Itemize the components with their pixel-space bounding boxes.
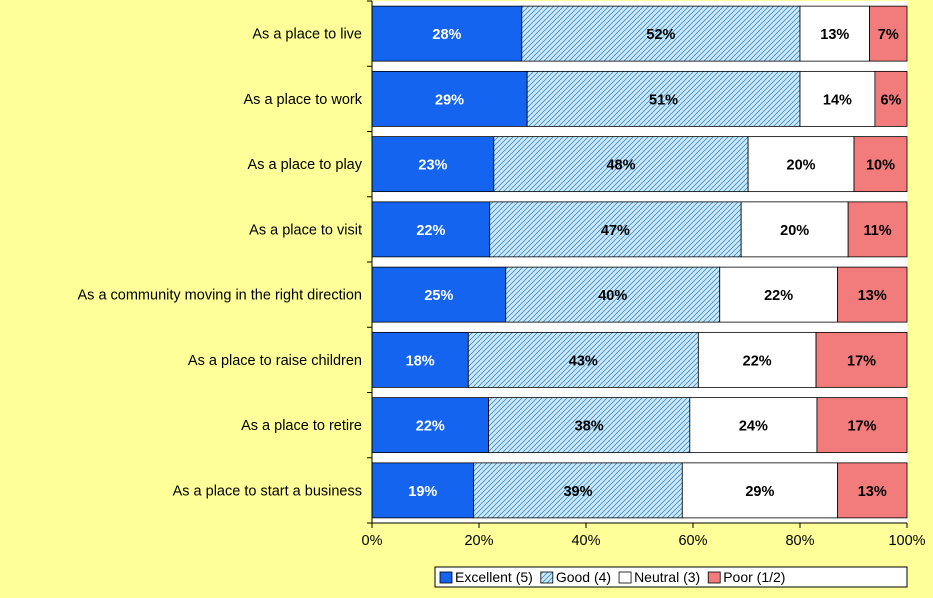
bar-segment: [371, 201, 491, 258]
data-label: 43%: [569, 353, 598, 369]
bar-segment: [488, 397, 691, 454]
category-label: As a place to raise children: [188, 353, 362, 369]
bar-row: 18% 43% 22% 17%: [371, 331, 908, 388]
x-tick-label: 40%: [571, 533, 600, 549]
data-label: 6%: [880, 92, 901, 108]
data-label: 51%: [649, 92, 678, 108]
data-label: 52%: [646, 27, 675, 43]
data-label: 19%: [408, 484, 437, 500]
x-tick-label: 80%: [785, 533, 814, 549]
bar-segment: [719, 266, 838, 323]
bar-segment: [816, 397, 908, 454]
data-label: 20%: [780, 223, 809, 239]
data-label: 13%: [858, 288, 887, 304]
bar-segment: [489, 201, 742, 258]
bar-segment: [799, 5, 870, 62]
data-label: 28%: [432, 27, 461, 43]
bar-segment: [526, 70, 801, 127]
data-label: 22%: [764, 288, 793, 304]
data-label: 13%: [858, 484, 887, 500]
legend-swatch: [439, 571, 453, 584]
bar-segment: [837, 462, 908, 519]
legend-swatch: [707, 571, 721, 584]
legend-label: Excellent (5): [455, 569, 533, 585]
bar-segment: [869, 5, 908, 62]
category-label: As a place to retire: [241, 418, 362, 434]
bar-row: 22% 47% 20% 11%: [371, 201, 908, 258]
bar-segment: [371, 136, 495, 193]
data-label: 22%: [416, 419, 445, 435]
bar-segment: [689, 397, 818, 454]
bar-row: 19% 39% 29% 13%: [371, 462, 908, 519]
bar-segment: [837, 266, 908, 323]
bar-row: 22% 38% 24% 17%: [371, 397, 908, 454]
bar-segment: [505, 266, 721, 323]
bar-segment: [747, 136, 855, 193]
bar-segment: [493, 136, 749, 193]
category-labels: As a place to live As a place to work As a…: [78, 27, 363, 500]
category-label: As a place to visit: [249, 222, 362, 238]
legend-label: Poor (1/2): [723, 569, 785, 585]
bar-segment: [371, 266, 507, 323]
bar-row: 29% 51% 14% 6%: [371, 70, 908, 127]
legend-item: Neutral (3): [618, 569, 700, 585]
data-label: 11%: [863, 223, 891, 239]
data-label: 39%: [563, 484, 592, 500]
data-label: 22%: [743, 353, 772, 369]
x-tick-label: 100%: [888, 533, 925, 549]
bar-segment: [874, 70, 908, 127]
data-label: 25%: [424, 288, 453, 304]
category-label: As a community moving in the right direc…: [78, 288, 363, 304]
data-label: 23%: [418, 158, 447, 174]
bars: 28% 52% 13% 7% 29% 51% 14% 6% 23% 48% 20% 10% 22% 47%…: [371, 5, 908, 519]
x-tick-label: 60%: [678, 533, 707, 549]
category-label: As a place to live: [252, 27, 362, 43]
data-label: 29%: [435, 92, 464, 108]
bar-segment: [371, 331, 469, 388]
bar-segment: [815, 331, 908, 388]
data-label: 7%: [878, 27, 899, 43]
legend-swatch: [540, 571, 554, 584]
bar-segment: [371, 397, 489, 454]
data-label: 17%: [847, 353, 876, 369]
data-label: 22%: [416, 223, 445, 239]
legend-label: Neutral (3): [634, 569, 700, 585]
bar-row: 28% 52% 13% 7%: [371, 5, 908, 62]
bar-segment: [473, 462, 683, 519]
legend-item: Excellent (5): [439, 569, 533, 585]
bar-segment: [740, 201, 849, 258]
data-label: 24%: [739, 419, 768, 435]
bar-row: 25% 40% 22% 13%: [371, 266, 908, 323]
data-label: 20%: [787, 158, 816, 174]
data-label: 48%: [606, 158, 635, 174]
data-label: 14%: [823, 92, 852, 108]
x-tick-label: 0%: [362, 533, 383, 549]
bar-segment: [371, 5, 523, 62]
category-label: As a place to work: [244, 92, 363, 108]
legend-item: Good (4): [540, 569, 611, 585]
data-label: 47%: [601, 223, 630, 239]
bar-segment: [853, 136, 908, 193]
legend: Excellent (5) Good (4) Neutral (3) Poor (1/…: [434, 566, 908, 588]
legend-item: Poor (1/2): [707, 569, 785, 585]
category-label: As a place to play: [248, 157, 363, 173]
data-label: 38%: [575, 419, 604, 435]
bar-row: 23% 48% 20% 10%: [371, 136, 908, 193]
data-label: 18%: [406, 353, 435, 369]
legend-swatch: [618, 571, 632, 584]
data-label: 40%: [598, 288, 627, 304]
x-axis: 0% 20% 40% 60% 80% 100%: [362, 0, 926, 549]
bar-segment: [799, 70, 876, 127]
legend-label: Good (4): [556, 569, 611, 585]
bar-segment: [847, 201, 908, 258]
category-label: As a place to start a business: [173, 483, 362, 499]
data-label: 10%: [866, 158, 895, 174]
data-label: 29%: [745, 484, 774, 500]
data-label: 13%: [820, 27, 849, 43]
x-tick-label: 20%: [464, 533, 493, 549]
data-label: 17%: [847, 419, 876, 435]
